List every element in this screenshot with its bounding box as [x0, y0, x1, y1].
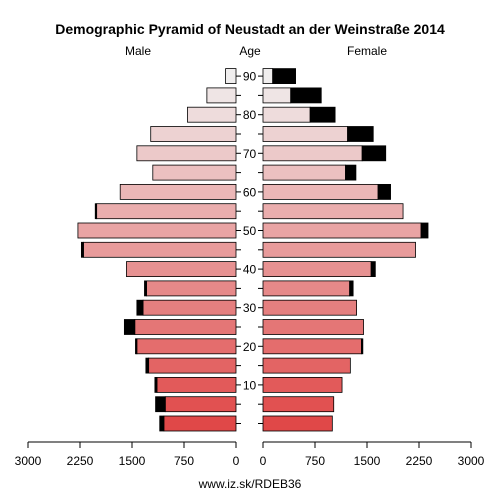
male-label: Male	[125, 44, 151, 58]
male-bar	[136, 338, 237, 355]
male-excess-bar	[80, 241, 84, 258]
male-bar	[77, 222, 237, 239]
female-bar	[262, 183, 379, 200]
male-bar	[83, 241, 237, 258]
x-tick-label: 3000	[15, 454, 42, 468]
male-bar	[119, 183, 237, 200]
bars-group	[77, 68, 429, 432]
male-bar	[150, 126, 237, 142]
male-bar	[134, 319, 237, 335]
female-excess-bar	[272, 68, 296, 84]
x-tick-label: 0	[233, 454, 240, 468]
male-excess-bar	[136, 299, 144, 316]
axes-group: 10 20 30 40 50 60 70 80 90 3000 2250 1500 750 0 0 750 15…	[15, 70, 485, 468]
age-tick-label: 10	[243, 378, 257, 392]
male-excess-bar	[155, 396, 166, 413]
female-bar	[262, 319, 364, 335]
male-excess-bar	[154, 376, 158, 393]
male-bar	[96, 203, 237, 220]
age-tick-label: 60	[243, 185, 257, 199]
x-tick-label: 2250	[406, 454, 433, 468]
age-tick-label: 50	[243, 224, 257, 238]
x-tick-label: 1500	[119, 454, 146, 468]
female-bar	[262, 280, 351, 297]
age-tick-label: 30	[243, 301, 257, 315]
male-bar	[187, 106, 237, 123]
female-bar	[262, 338, 362, 355]
male-excess-bar	[144, 280, 147, 297]
female-excess-bar	[345, 164, 357, 181]
male-excess-bar	[159, 415, 165, 432]
male-bar	[146, 280, 237, 297]
male-bar	[225, 68, 237, 84]
female-bar	[262, 126, 348, 142]
female-bar	[262, 415, 333, 432]
age-tick-label: 40	[243, 263, 257, 277]
female-bar	[262, 68, 274, 84]
x-tick-label: 0	[260, 454, 267, 468]
female-excess-bar	[290, 87, 322, 104]
footer-url: www.iz.sk/RDEB36	[198, 477, 302, 491]
male-excess-bar	[135, 338, 138, 355]
female-excess-bar	[420, 222, 429, 239]
x-tick-label: 750	[174, 454, 194, 468]
male-bar	[156, 376, 237, 393]
female-bar	[262, 164, 346, 181]
male-excess-bar	[94, 203, 98, 220]
male-excess-bar	[123, 319, 136, 335]
male-bar	[163, 415, 237, 432]
female-bar	[262, 87, 292, 104]
female-bar	[262, 241, 416, 258]
male-excess-bar	[145, 357, 150, 374]
x-tick-label: 3000	[458, 454, 485, 468]
age-label: Age	[239, 44, 261, 58]
x-tick-label: 750	[305, 454, 325, 468]
age-tick-label: 70	[243, 147, 257, 161]
female-bar	[262, 222, 422, 239]
x-tick-label: 2250	[67, 454, 94, 468]
female-bar	[262, 203, 404, 220]
male-bar	[142, 299, 237, 316]
female-excess-bar	[377, 183, 391, 200]
age-tick-label: 20	[243, 340, 257, 354]
female-label: Female	[347, 44, 387, 58]
chart-title: Demographic Pyramid of Neustadt an der W…	[55, 21, 445, 37]
male-bar	[126, 261, 237, 278]
female-bar	[262, 396, 335, 413]
male-bar	[136, 145, 237, 162]
age-tick-label: 90	[243, 70, 257, 84]
female-bar	[262, 376, 343, 393]
female-excess-bar	[347, 126, 374, 142]
male-bar	[164, 396, 237, 413]
male-bar	[148, 357, 237, 374]
female-bar	[262, 299, 357, 316]
female-bar	[262, 357, 351, 374]
female-excess-bar	[361, 338, 364, 355]
female-excess-bar	[309, 106, 336, 123]
female-bar	[262, 145, 363, 162]
female-excess-bar	[349, 280, 354, 297]
x-tick-label: 1500	[354, 454, 381, 468]
male-bar	[206, 87, 237, 104]
age-tick-label: 80	[243, 108, 257, 122]
female-excess-bar	[370, 261, 376, 278]
female-bar	[262, 106, 311, 123]
female-excess-bar	[361, 145, 387, 162]
male-bar	[152, 164, 237, 181]
female-bar	[262, 261, 372, 278]
